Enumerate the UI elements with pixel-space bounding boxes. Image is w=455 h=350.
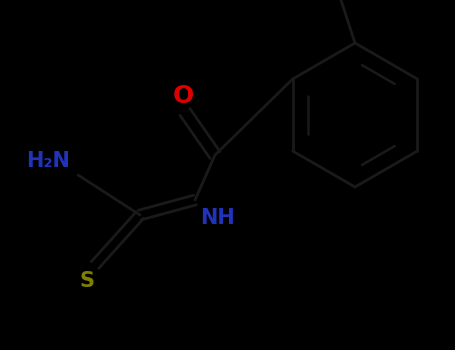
Text: O: O: [172, 84, 194, 108]
Text: S: S: [80, 271, 95, 291]
Text: H₂N: H₂N: [26, 151, 70, 171]
Text: NH: NH: [200, 208, 235, 228]
